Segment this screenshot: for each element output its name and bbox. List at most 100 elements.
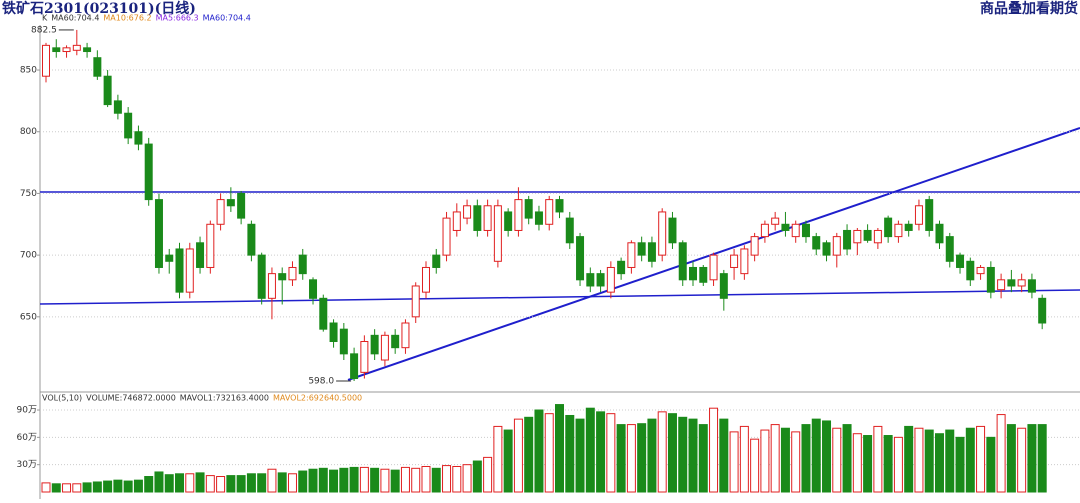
candle-body <box>760 223 769 238</box>
volume-bar <box>359 466 369 493</box>
volume-bar <box>41 482 51 493</box>
candle-body <box>873 229 882 244</box>
candle-body <box>709 254 718 281</box>
volume-bar <box>349 466 359 493</box>
volume-bar <box>195 472 205 493</box>
volume-bar <box>544 413 554 493</box>
volume-bar <box>780 427 790 493</box>
volume-bar <box>493 425 503 493</box>
candle-body <box>380 334 389 361</box>
y-tick-label: 60万 <box>17 433 37 443</box>
volume-bar <box>524 416 534 493</box>
candle-body <box>514 199 523 231</box>
candle-body <box>144 143 153 201</box>
candle-body <box>185 248 194 293</box>
candle-body <box>945 236 954 262</box>
candle-body <box>360 341 369 373</box>
volume-bar <box>339 467 349 493</box>
volume-bar <box>760 429 770 493</box>
candle-body <box>545 199 554 225</box>
candle-body <box>966 260 975 281</box>
candle-body <box>617 260 626 275</box>
volume-bar <box>739 425 749 493</box>
candle-body <box>524 199 533 219</box>
candle-body <box>62 47 71 53</box>
candle-body <box>42 44 50 77</box>
volume-bar <box>164 474 174 493</box>
candle-body <box>822 242 831 256</box>
candle-body <box>339 328 348 355</box>
right-title[interactable]: 商品叠加看期货 <box>980 0 1078 17</box>
candle-body <box>997 279 1006 291</box>
legend-entry: MA60:704.4 <box>51 14 99 23</box>
candle-body <box>750 236 759 256</box>
candle-body <box>391 334 400 349</box>
legend-entry: MAVOL1:732163.4000 <box>180 394 269 403</box>
support-line <box>39 289 1080 305</box>
volume-bar <box>852 433 862 493</box>
volume-bar <box>678 416 688 493</box>
volume-bar <box>709 407 719 493</box>
candle-body <box>801 223 810 238</box>
candle-body <box>175 248 184 293</box>
candle-body <box>103 75 112 106</box>
candle-body <box>411 285 420 318</box>
candle-body <box>812 236 821 250</box>
annotation: 882.5 <box>31 25 57 35</box>
legend-entry: MA10:676.2 <box>103 14 151 23</box>
candle-body <box>935 223 944 244</box>
candle-body <box>689 266 698 281</box>
volume-bar <box>667 413 677 493</box>
volume-bar <box>863 435 873 493</box>
volume-bar <box>82 482 92 493</box>
candle-body <box>658 211 667 256</box>
volume-bar <box>246 473 256 493</box>
volume-bar <box>965 427 975 493</box>
volume-bar <box>400 466 410 493</box>
volume-bar <box>513 418 523 493</box>
volume-bar <box>657 411 667 493</box>
candle-body <box>976 266 985 275</box>
candle-body <box>493 205 502 262</box>
candle-body <box>832 236 841 256</box>
volume-bar <box>175 473 185 493</box>
candle-body <box>165 254 174 262</box>
candle-body <box>267 273 276 299</box>
candle-body <box>452 211 461 231</box>
candle-body <box>730 254 739 268</box>
candle-body <box>83 47 92 53</box>
volume-bar <box>298 470 308 493</box>
volume-bar <box>92 481 102 493</box>
candle-body <box>329 322 338 343</box>
volume-bar <box>1006 424 1016 493</box>
volume-bar <box>1017 427 1027 493</box>
volume-bar <box>698 424 708 493</box>
volume-bar <box>308 468 318 493</box>
candle-body <box>904 223 913 231</box>
volume-bar <box>893 436 903 493</box>
candle-body <box>884 217 893 238</box>
candle-body <box>627 242 636 268</box>
candle-body <box>1017 279 1026 287</box>
candle-body <box>699 266 708 283</box>
legend-entry: VOLUME:746872.0000 <box>86 394 176 403</box>
volume-bar <box>801 424 811 493</box>
volume-bar <box>72 483 82 493</box>
y-tick-label: 90万 <box>17 406 37 416</box>
volume-bar <box>226 475 236 493</box>
y-tick-label: 650 <box>20 312 37 322</box>
candle-body <box>483 205 492 231</box>
volume-bar <box>1037 424 1047 493</box>
y-tick-label: 750 <box>20 189 37 199</box>
candle-body <box>1027 279 1036 293</box>
volume-bar <box>945 429 955 493</box>
y-tick-label: 30万 <box>17 460 37 470</box>
y-tick-label: 700 <box>20 251 37 261</box>
volume-bar <box>472 460 482 493</box>
volume-bar <box>236 475 246 493</box>
candle-body <box>288 266 297 281</box>
candle-body <box>504 211 513 231</box>
volume-bar <box>647 418 657 493</box>
volume-bar <box>144 476 154 493</box>
